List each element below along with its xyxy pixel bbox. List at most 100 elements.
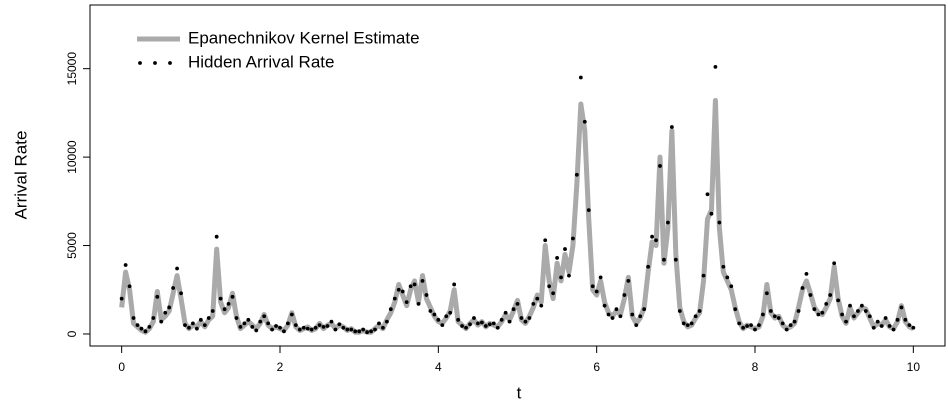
x-axis-label: t	[517, 383, 522, 402]
rate-point	[491, 321, 496, 326]
rate-point	[234, 316, 239, 320]
rate-point	[131, 316, 136, 320]
rate-point	[543, 238, 548, 243]
rate-point	[472, 316, 476, 320]
rate-point	[848, 303, 852, 308]
rate-point	[139, 326, 144, 331]
rate-point	[428, 309, 433, 313]
rate-point	[899, 305, 904, 310]
rate-point	[353, 329, 358, 334]
x-tick-label: 0	[118, 360, 125, 374]
rate-point	[495, 325, 500, 330]
y-axis-label: Arrival Rate	[11, 131, 30, 220]
rate-point	[650, 234, 654, 239]
rate-point	[444, 314, 449, 319]
rate-point	[349, 327, 354, 332]
legend-swatch	[138, 61, 142, 65]
rate-point	[673, 257, 678, 262]
rate-point	[127, 284, 132, 289]
rate-point	[179, 291, 183, 296]
rate-point	[578, 75, 583, 80]
rate-point	[274, 324, 278, 328]
rate-point	[250, 324, 255, 329]
rate-point	[788, 323, 793, 328]
legend-swatch	[153, 61, 157, 65]
rate-point	[669, 125, 674, 129]
rate-point	[662, 257, 666, 262]
rate-point	[539, 303, 544, 308]
rate-point	[191, 321, 195, 326]
rate-point	[377, 321, 381, 326]
rate-point	[357, 329, 362, 334]
rate-point	[369, 329, 373, 334]
rate-point	[863, 309, 868, 313]
rate-point	[828, 293, 833, 297]
rate-point	[503, 310, 508, 315]
rate-point	[452, 282, 457, 287]
rate-point	[476, 321, 480, 326]
rate-point	[440, 323, 445, 328]
rate-point	[891, 327, 896, 332]
rate-point	[159, 319, 164, 324]
rate-point	[464, 325, 468, 330]
rate-point	[147, 324, 152, 329]
rate-point	[757, 323, 761, 328]
rate-point	[278, 325, 282, 330]
rate-point	[634, 323, 639, 328]
rate-point	[594, 289, 599, 294]
rate-point	[618, 314, 623, 319]
rate-point	[705, 192, 710, 197]
rate-point	[879, 324, 884, 328]
rate-point	[436, 317, 441, 322]
rate-point	[531, 302, 536, 306]
rate-point	[535, 296, 540, 301]
rate-point	[642, 307, 647, 312]
rate-point	[135, 323, 140, 328]
rate-point	[559, 275, 563, 280]
rate-point	[586, 208, 591, 213]
rate-point	[432, 312, 437, 317]
rate-point	[808, 293, 813, 297]
rate-point	[230, 294, 235, 299]
rate-point	[479, 320, 484, 325]
rate-point	[297, 327, 302, 332]
rate-point	[895, 317, 900, 322]
rate-point	[325, 324, 330, 328]
rate-point	[345, 327, 350, 332]
rate-point	[361, 327, 366, 332]
rate-point	[270, 327, 274, 332]
rate-point	[820, 310, 825, 315]
rate-point	[658, 164, 662, 168]
y-tick-label: 15000	[65, 52, 79, 86]
rate-point	[610, 316, 615, 320]
rate-point	[143, 329, 148, 334]
rate-point	[167, 305, 172, 310]
rate-point	[519, 316, 524, 320]
rate-point	[709, 211, 714, 216]
rate-point	[214, 234, 219, 239]
rate-point	[776, 316, 781, 320]
rate-point	[416, 302, 421, 306]
rate-point	[725, 275, 730, 280]
rate-point	[258, 319, 263, 324]
rate-point	[745, 324, 749, 328]
rate-point	[701, 273, 706, 278]
rate-point	[329, 319, 334, 324]
rate-point	[804, 271, 809, 276]
rate-point	[301, 325, 306, 330]
rate-point	[563, 247, 567, 251]
rate-point	[875, 319, 880, 324]
rate-point	[333, 327, 338, 332]
rate-point	[238, 324, 243, 329]
rate-point	[689, 321, 694, 326]
rate-point	[685, 323, 690, 328]
rate-point	[194, 326, 199, 331]
x-tick-label: 10	[907, 360, 921, 374]
rate-point	[289, 312, 294, 317]
rate-point	[226, 302, 231, 306]
rate-point	[630, 312, 635, 317]
rate-point	[388, 307, 393, 312]
rate-point	[753, 327, 757, 332]
rate-point	[887, 324, 892, 328]
